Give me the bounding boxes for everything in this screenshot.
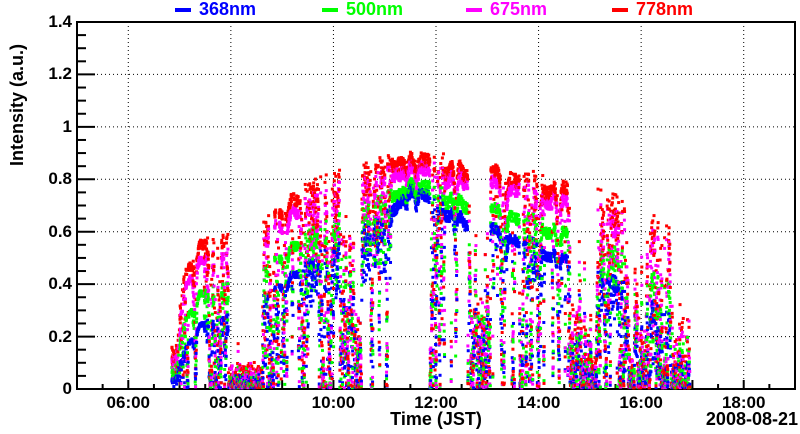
chart-legend: 368nm 500nm 675nm 778nm	[0, 0, 800, 20]
legend-dash-icon	[466, 8, 482, 12]
date-label: 2008-08-21	[705, 409, 798, 429]
legend-label: 778nm	[636, 0, 694, 19]
x-tick-label: 08:00	[209, 393, 253, 412]
x-tick-label: 12:00	[414, 393, 458, 412]
y-tick-label: 0.6	[48, 221, 72, 241]
y-tick-label: 1	[62, 116, 72, 136]
legend-label: 675nm	[490, 0, 548, 19]
x-axis-title: Time (JST)	[390, 409, 482, 429]
y-tick-label: 1.4	[48, 12, 72, 31]
y-tick-label: 0.4	[48, 274, 72, 294]
y-tick-label: 1.2	[48, 64, 72, 84]
x-tick-label: 18:00	[721, 393, 766, 412]
y-tick-label: 0.2	[48, 326, 72, 346]
x-tick-label: 10:00	[311, 393, 356, 412]
y-tick-label: 0	[62, 379, 72, 398]
legend-dash-icon	[322, 8, 338, 12]
x-tick-label: 14:00	[516, 393, 561, 412]
x-tick-label: 06:00	[106, 393, 151, 412]
legend-dash-icon	[612, 8, 628, 12]
legend-dash-icon	[175, 8, 191, 12]
x-tick-label: 16:00	[619, 393, 663, 412]
legend-label: 500nm	[346, 0, 404, 19]
y-tick-label: 0.8	[48, 169, 72, 189]
legend-label: 368nm	[199, 0, 257, 19]
